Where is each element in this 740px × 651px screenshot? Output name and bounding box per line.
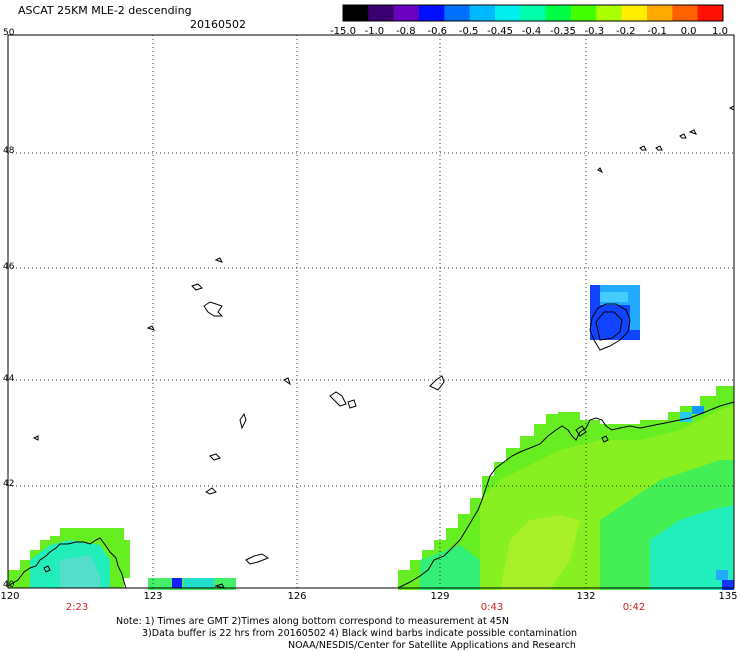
map-frame bbox=[7, 34, 735, 589]
lon-label-123: 123 bbox=[143, 591, 163, 602]
colorbar-label: -0.45 bbox=[487, 26, 514, 37]
time-label-1: 2:23 bbox=[65, 602, 89, 613]
colorbar-swatch bbox=[571, 5, 597, 21]
colorbar-swatch bbox=[419, 5, 445, 21]
map-date: 20160502 bbox=[190, 18, 246, 31]
lon-label-129: 129 bbox=[430, 591, 450, 602]
lat-label-50: 50 bbox=[3, 28, 15, 38]
colorbar-swatch bbox=[343, 5, 369, 21]
colorbar-frame bbox=[342, 4, 724, 22]
colorbar-label: -1.0 bbox=[364, 26, 385, 37]
colorbar-swatch bbox=[596, 5, 623, 21]
time-label-2: 0:43 bbox=[480, 602, 504, 613]
colorbar bbox=[342, 4, 724, 22]
colorbar-swatch bbox=[520, 5, 547, 21]
data-swath-lower-right bbox=[398, 386, 734, 590]
colorbar-label: -15.0 bbox=[330, 26, 356, 37]
time-label-3: 0:42 bbox=[622, 602, 646, 613]
colorbar-label: -0.2 bbox=[615, 26, 636, 37]
lon-label-126: 126 bbox=[287, 591, 307, 602]
map-grid bbox=[8, 35, 734, 588]
colorbar-swatch bbox=[672, 5, 699, 21]
lat-label-48: 48 bbox=[3, 146, 15, 156]
note-line-1: Note: 1) Times are GMT 2)Times along bot… bbox=[116, 616, 509, 627]
lon-label-120: 120 bbox=[0, 591, 20, 602]
coastlines bbox=[7, 105, 735, 589]
colorbar-label: -0.3 bbox=[584, 26, 605, 37]
note-line-3: NOAA/NESDIS/Center for Satellite Applica… bbox=[288, 640, 576, 651]
colorbar-label: -0.1 bbox=[647, 26, 667, 37]
colorbar-swatch bbox=[545, 5, 572, 21]
colorbar-label: -0.35 bbox=[549, 26, 576, 37]
lat-label-42: 42 bbox=[3, 479, 15, 489]
map-title: ASCAT 25KM MLE-2 descending bbox=[18, 4, 192, 17]
colorbar-swatch bbox=[495, 5, 521, 21]
colorbar-label: -0.6 bbox=[427, 26, 448, 37]
lat-label-46: 46 bbox=[3, 262, 15, 272]
lon-label-132: 132 bbox=[576, 591, 596, 602]
colorbar-swatch bbox=[393, 5, 420, 21]
colorbar-label: -0.8 bbox=[396, 26, 416, 37]
colorbar-swatch bbox=[647, 5, 673, 21]
note-line-2: 3)Data buffer is 22 hrs from 20160502 4)… bbox=[142, 628, 578, 639]
colorbar-label: -0.5 bbox=[458, 26, 479, 37]
colorbar-swatch bbox=[469, 5, 496, 21]
colorbar-swatch bbox=[444, 5, 471, 21]
colorbar-label: 1.0 bbox=[712, 26, 728, 37]
lon-label-135: 135 bbox=[718, 591, 738, 602]
lat-label-40: 40 bbox=[3, 580, 15, 590]
lat-label-44: 44 bbox=[3, 374, 15, 384]
colorbar-swatch bbox=[368, 5, 395, 21]
colorbar-swatch bbox=[697, 5, 724, 21]
colorbar-label: -0.4 bbox=[521, 26, 542, 37]
colorbar-label: 0.0 bbox=[680, 26, 697, 37]
colorbar-swatch bbox=[621, 5, 648, 21]
